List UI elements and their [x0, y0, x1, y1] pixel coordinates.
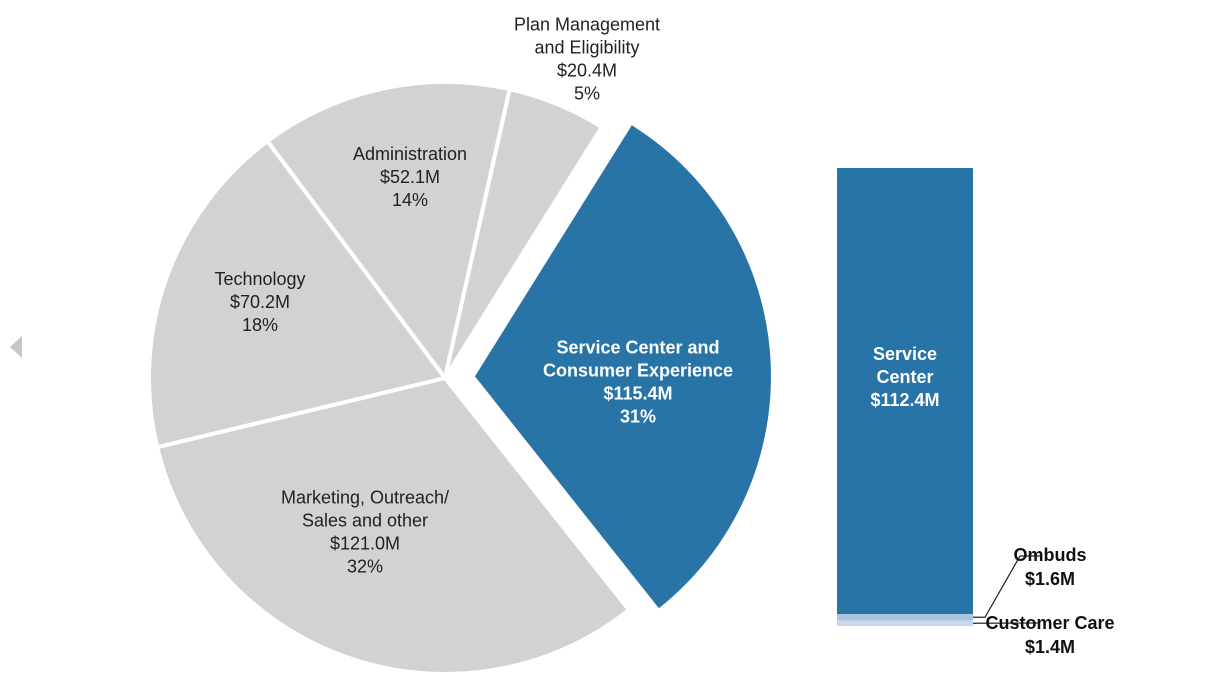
- bar-segment: [837, 620, 973, 626]
- slice-percent-label: 32%: [347, 556, 383, 576]
- slice-label: Marketing, Outreach/: [281, 487, 449, 507]
- slice-label: and Eligibility: [534, 37, 639, 57]
- pie-slice: [443, 87, 604, 380]
- bar-segment: [837, 168, 973, 615]
- slice-value-label: $52.1M: [380, 167, 440, 187]
- slice-percent-label: 5%: [574, 83, 600, 103]
- bar-value-label: $1.6M: [1025, 569, 1075, 589]
- leader-line: [973, 555, 1040, 618]
- nav-arrow[interactable]: [10, 336, 22, 358]
- bar-segment: [837, 614, 973, 621]
- slice-percent-label: 18%: [242, 315, 278, 335]
- pie-slice: [155, 376, 631, 673]
- slice-label: Sales and other: [302, 510, 428, 530]
- bar-label: Ombuds: [1013, 545, 1086, 565]
- pie-slice: [147, 139, 447, 450]
- bar-value-label: $1.4M: [1025, 637, 1075, 657]
- slice-value-label: $70.2M: [230, 292, 290, 312]
- pie-slice: [474, 125, 771, 609]
- slice-value-label: $121.0M: [330, 533, 400, 553]
- bar-label: Service: [873, 344, 937, 364]
- slice-value-label: $115.4M: [603, 383, 672, 403]
- bar-label: Center: [876, 367, 933, 387]
- slice-percent-label: 31%: [620, 406, 656, 426]
- bar-value-label: $112.4M: [870, 390, 939, 410]
- slice-label: Consumer Experience: [543, 360, 733, 380]
- pie-slice: [265, 80, 512, 380]
- slice-percent-label: 14%: [392, 190, 428, 210]
- slice-label: Service Center and: [556, 337, 719, 357]
- slice-label: Administration: [353, 144, 467, 164]
- bar-label: Customer Care: [985, 613, 1114, 633]
- slice-label: Plan Management: [514, 14, 660, 34]
- slice-label: Technology: [214, 269, 305, 289]
- slice-value-label: $20.4M: [557, 60, 617, 80]
